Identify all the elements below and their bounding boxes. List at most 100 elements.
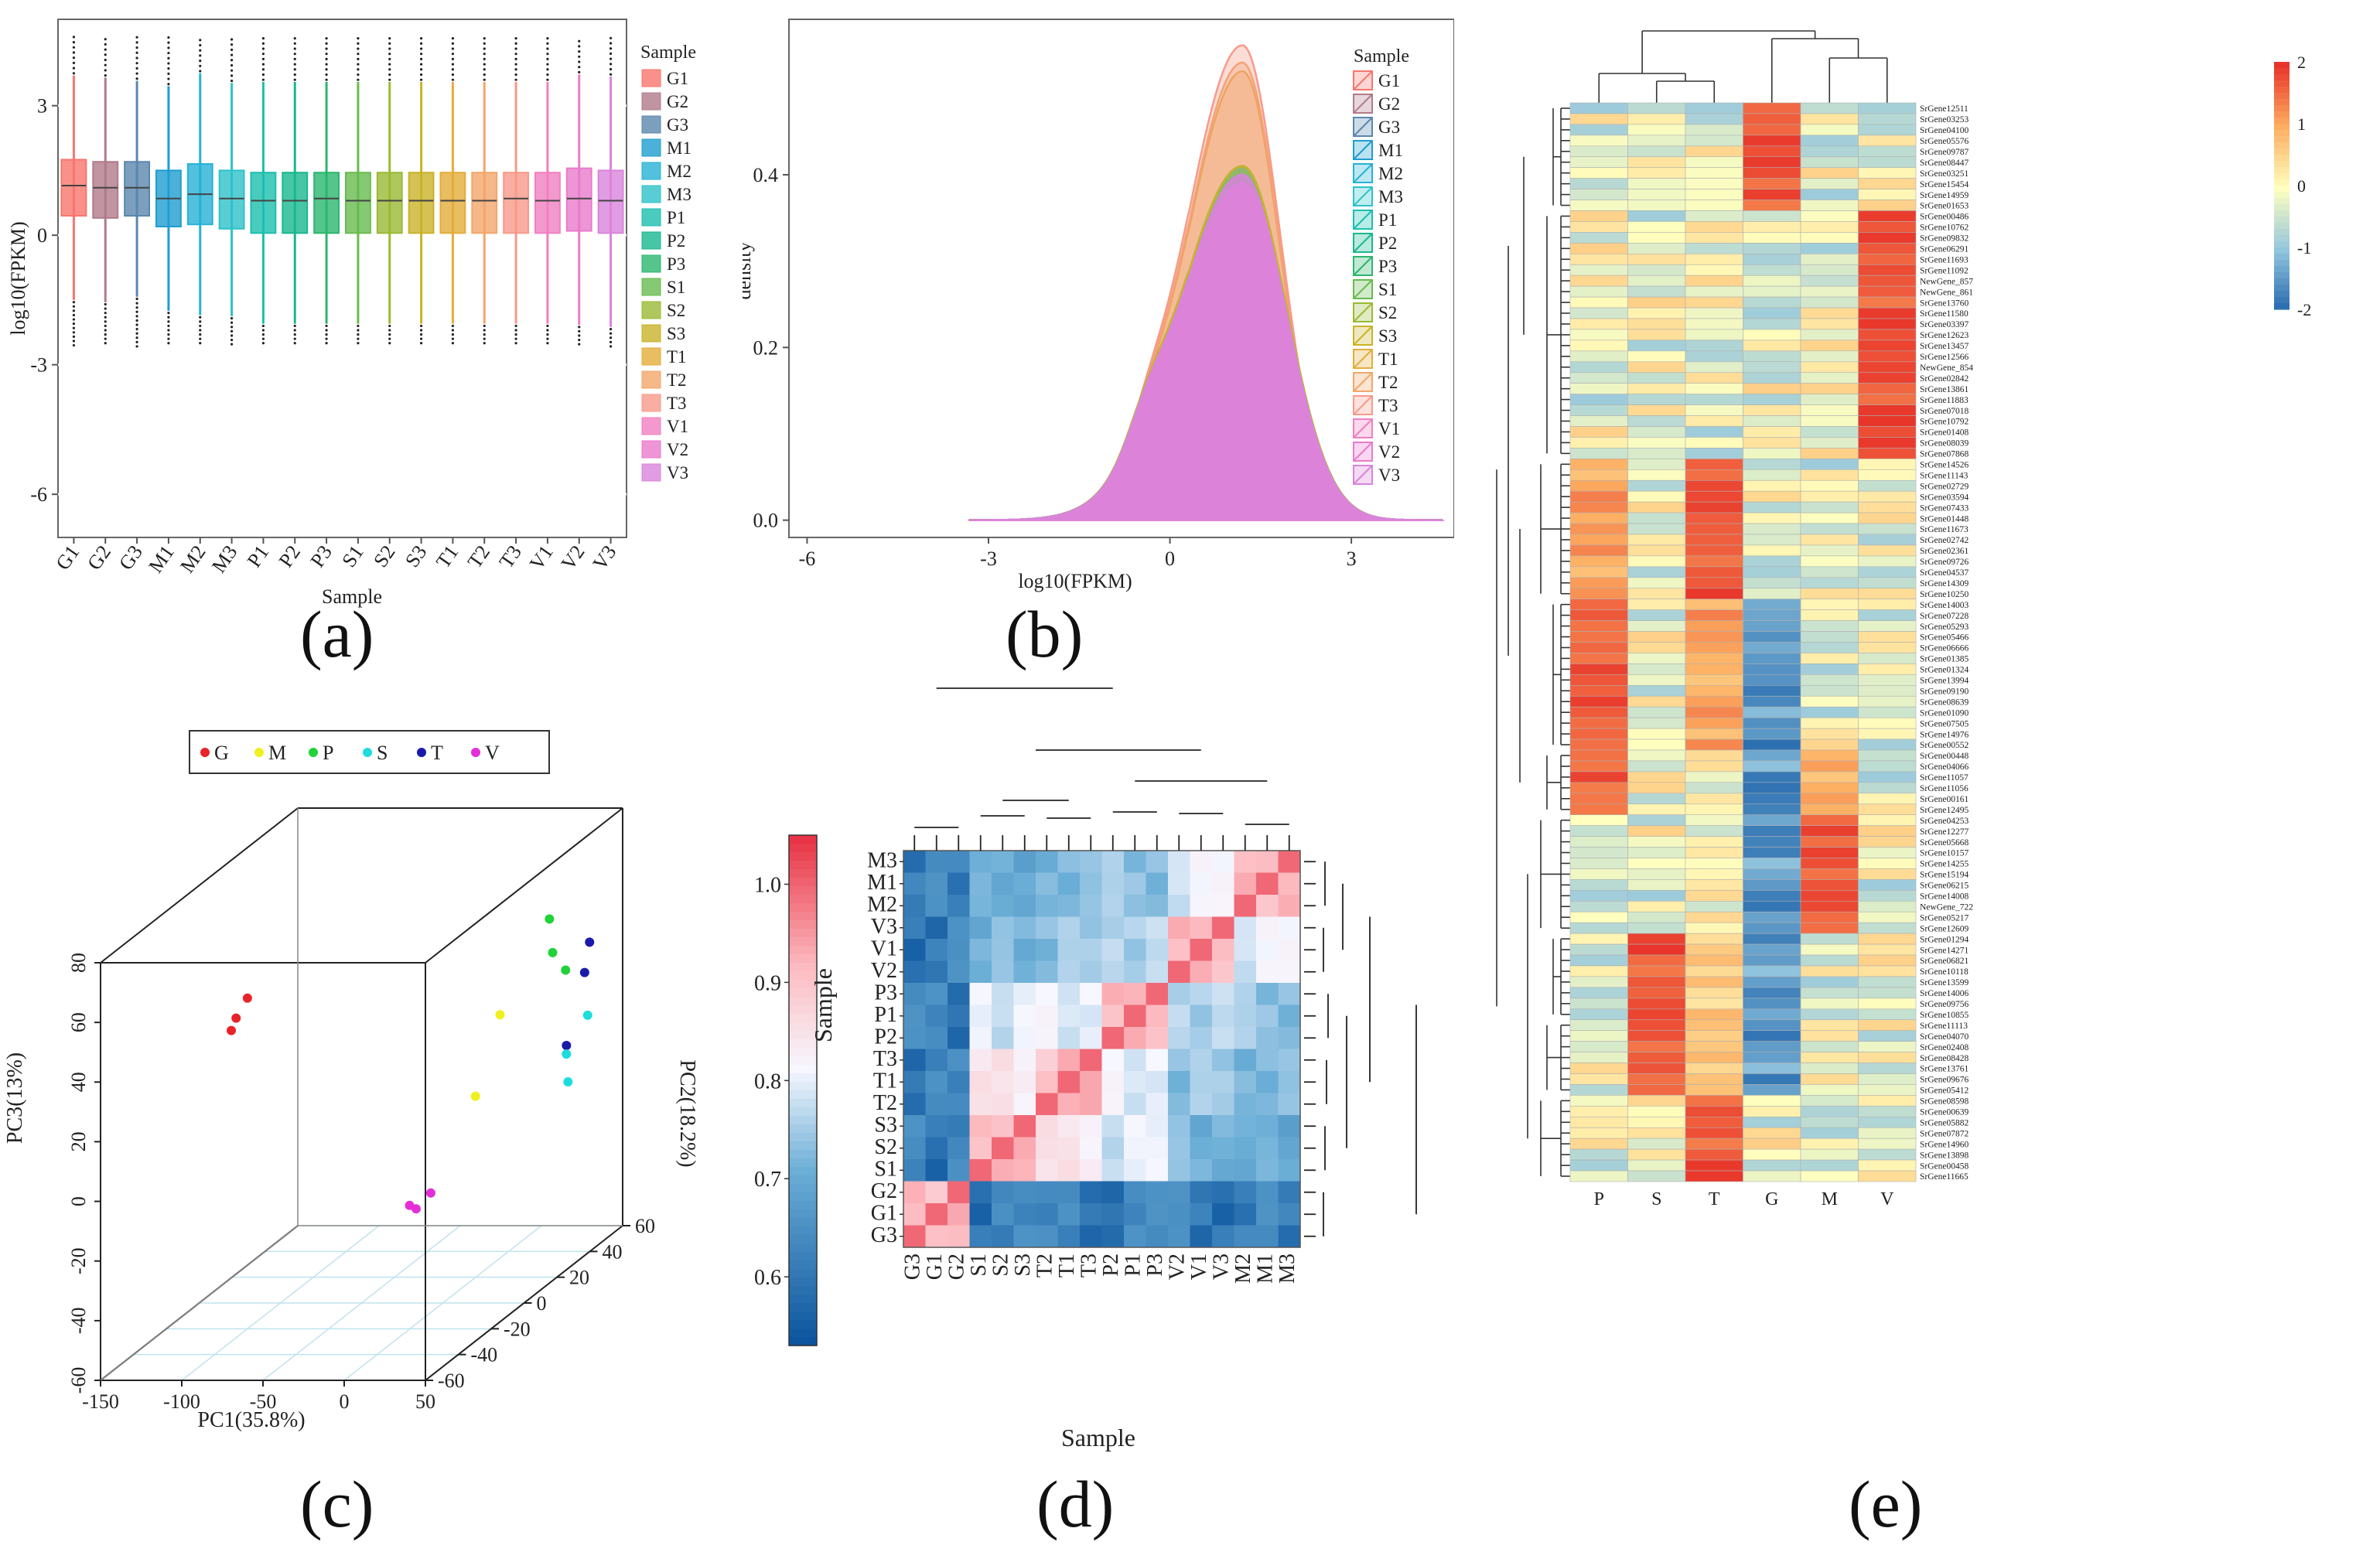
- gene-cell: [1743, 674, 1801, 686]
- gene-label: SrGene06291: [1920, 245, 1969, 254]
- corr-cell: [1256, 1225, 1279, 1248]
- outlier-P3: [325, 333, 328, 336]
- gene-cell: [1627, 901, 1686, 912]
- gene-label: SrGene00448: [1920, 752, 1969, 761]
- gene-cell: [1858, 350, 1917, 363]
- gene-label: SrGene12566: [1920, 353, 1969, 362]
- corr-cell: [969, 1225, 992, 1248]
- corr-cell: [992, 1137, 1014, 1160]
- gene-cell: [1685, 1063, 1743, 1074]
- legend-key-line-T3: [1353, 395, 1373, 415]
- gene-cell: [1800, 1008, 1859, 1021]
- corr-cell: [948, 916, 970, 940]
- gene-cell: [1743, 200, 1801, 211]
- corr-cell: [1212, 916, 1234, 940]
- colorbar-step-e: [2274, 124, 2290, 131]
- outlier-G3: [135, 56, 138, 60]
- colorbar-step: [789, 971, 817, 981]
- gene-cell: [1685, 1106, 1743, 1117]
- gene-cell: [1627, 544, 1686, 557]
- gene-cell: [1685, 825, 1743, 837]
- gene-label: SrGene02842: [1920, 374, 1969, 384]
- gene-cell: [1743, 437, 1801, 449]
- outlier-P2: [293, 78, 296, 81]
- gene-cell: [1627, 1030, 1686, 1042]
- panel-d-corr: 0.60.70.80.91.0 M3M1M2V3V1V2P3P1P2T3T1T2…: [754, 687, 1417, 1451]
- gene-cell: [1569, 210, 1628, 222]
- gene-cell: [1743, 1019, 1801, 1031]
- gene-cell: [1569, 329, 1628, 341]
- outlier-S1: [357, 53, 360, 56]
- gene-cell: [1743, 954, 1801, 967]
- outlier-G1: [72, 305, 76, 308]
- gene-cell: [1685, 1170, 1743, 1182]
- gene-cell: [1800, 285, 1859, 298]
- corr-cell: [992, 1159, 1014, 1182]
- outlier-M1: [167, 83, 170, 86]
- gene-cell: [1569, 361, 1628, 374]
- gene-cell: [1858, 728, 1917, 740]
- z-tick-label-c: 0: [67, 1196, 90, 1206]
- gene-cell: [1627, 577, 1686, 589]
- corr-cell: [1101, 1071, 1125, 1093]
- gene-cell: [1685, 954, 1743, 967]
- corr-cell: [992, 1027, 1014, 1049]
- outlier-M3: [230, 53, 234, 56]
- y-axis-label-b: density: [743, 241, 755, 299]
- box-T2: [471, 172, 498, 234]
- colorbar-label: 0.9: [754, 971, 781, 995]
- outlier-S1: [357, 57, 360, 60]
- colorbar-step: [789, 878, 817, 887]
- gene-cell: [1858, 954, 1917, 967]
- corr-cell: [1057, 1071, 1081, 1093]
- gene-cell: [1569, 771, 1628, 783]
- gene-cell: [1627, 243, 1686, 254]
- box-G2: [92, 161, 119, 219]
- corr-cell: [1124, 916, 1146, 940]
- gene-cell: [1627, 771, 1686, 783]
- gene-cell: [1685, 210, 1743, 222]
- legend-dot-P: [309, 748, 318, 757]
- row-label-T2: T2: [873, 1091, 897, 1115]
- gene-cell: [1569, 1148, 1628, 1161]
- corr-cell: [992, 1115, 1014, 1138]
- gene-cell: [1569, 479, 1628, 492]
- colorbar-step-e: [2274, 68, 2290, 75]
- outlier-V3: [609, 332, 613, 335]
- gene-cell: [1858, 534, 1917, 546]
- corr-cell: [1278, 851, 1301, 873]
- legend-key-line-G2: [1353, 94, 1373, 114]
- gene-cell: [1685, 394, 1743, 405]
- pca-point-G: [242, 993, 252, 1003]
- outlier-G1: [72, 40, 76, 44]
- outlier-G3: [135, 310, 138, 313]
- gene-cell: [1858, 642, 1917, 653]
- corr-cell: [1036, 1203, 1058, 1226]
- outlier-T3: [514, 42, 517, 45]
- corr-cell: [1013, 895, 1036, 917]
- corr-cell: [1146, 1071, 1169, 1093]
- corr-cell: [992, 983, 1014, 1005]
- colorbar-step: [789, 1031, 817, 1040]
- gene-cell: [1569, 383, 1628, 394]
- outlier-S2: [388, 47, 391, 50]
- gene-cell: [1800, 695, 1859, 708]
- gene-cell: [1627, 890, 1686, 902]
- outlier-M2: [199, 342, 202, 345]
- legend-label-V3: V3: [667, 463, 688, 483]
- legend-key-line-T2: [1353, 372, 1373, 392]
- gene-cell: [1569, 124, 1628, 136]
- outlier-P3: [325, 342, 328, 345]
- gene-cell: [1569, 232, 1628, 244]
- gene-cell: [1858, 609, 1917, 621]
- corr-cell: [1234, 960, 1257, 984]
- gene-cell: [1685, 361, 1743, 374]
- corr-cell: [1146, 1137, 1169, 1160]
- colorbar-step-e: [2274, 148, 2290, 155]
- corr-cell: [1013, 1049, 1036, 1072]
- corr-cell: [1080, 1027, 1102, 1049]
- outlier-S1: [357, 42, 360, 45]
- outlier-G1: [72, 56, 76, 60]
- x-tick-label-V3: V3: [589, 541, 621, 575]
- legend-key-line-G1: [1353, 70, 1373, 90]
